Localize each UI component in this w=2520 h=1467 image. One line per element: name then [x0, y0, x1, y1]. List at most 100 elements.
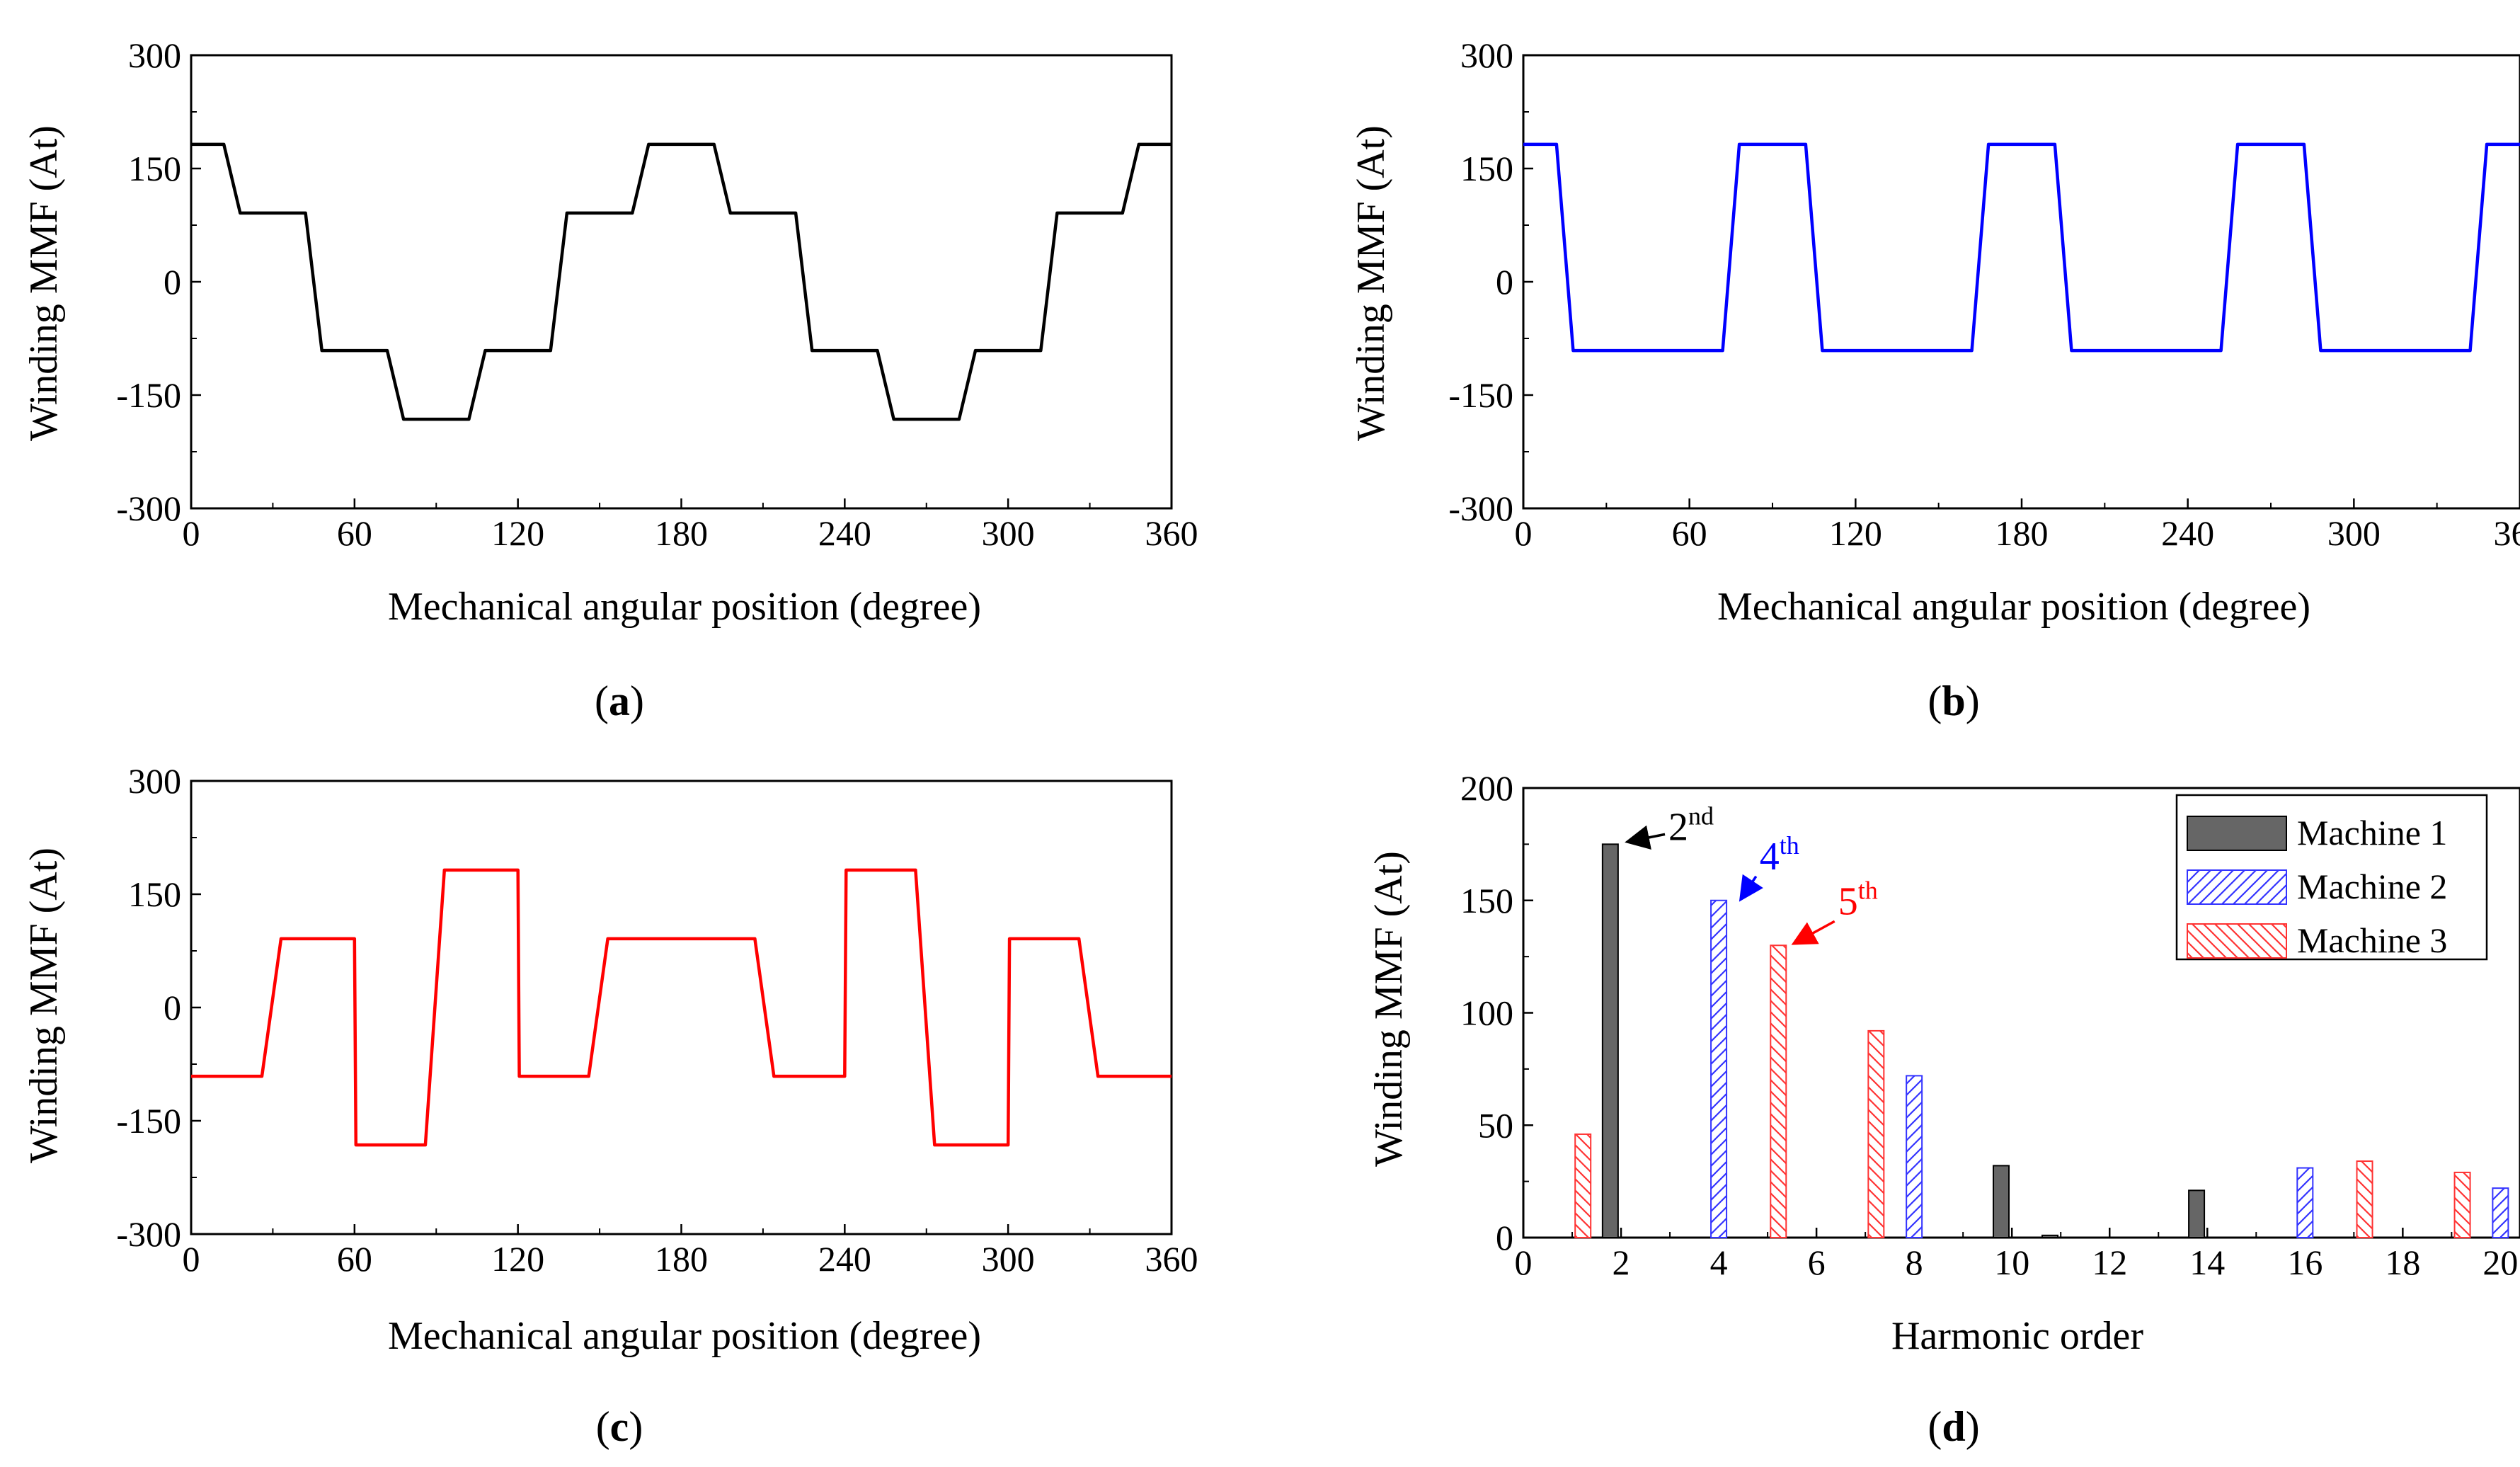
x-tick-label-d: 12 [2092, 1243, 2127, 1282]
y-axis-label-d: Winding MMF (At) [1367, 851, 1411, 1167]
y-tick-label-a: -150 [116, 375, 181, 415]
annotation-number-2: 4 [1760, 835, 1780, 879]
panel-label-b: (b) [1928, 678, 1979, 724]
x-axis-label-b: Mechanical angular position (degree) [1717, 585, 2310, 629]
annotation-arrow-2 [1739, 874, 1763, 902]
x-tick-label-a: 0 [183, 513, 200, 553]
bar-d-machine-3-h5 [1770, 944, 1787, 1238]
annotation-suffix-2: th [1780, 831, 1799, 860]
legend-swatch-3 [2187, 923, 2287, 959]
bar-d-machine-1-h14 [2188, 1189, 2206, 1238]
y-tick-label-a: -300 [116, 489, 181, 528]
annotation-number-3: 5 [1838, 879, 1858, 923]
x-tick-label-c: 240 [818, 1239, 871, 1279]
annotation-arrow-3 [1791, 920, 1835, 945]
bar-d-machine-3-h17 [2356, 1160, 2373, 1239]
annotation-number-1: 2 [1668, 805, 1688, 849]
y-tick-label-c: 300 [128, 761, 181, 801]
x-tick-label-b: 240 [2161, 513, 2214, 553]
x-tick-label-d: 10 [1994, 1243, 2029, 1282]
y-tick-label-b: -150 [1448, 375, 1513, 415]
y-tick-label-b: 0 [1496, 262, 1513, 302]
x-tick-label-b: 180 [1995, 513, 2049, 553]
bar-d-machine-3-h7 [1867, 1029, 1885, 1239]
bar-d-machine-1-h2 [1601, 843, 1619, 1238]
series-line-a-0 [191, 142, 1172, 421]
y-tick-label-b: 150 [1460, 149, 1513, 188]
x-tick-label-b: 0 [1515, 513, 1533, 553]
annotation-label-1: 2nd [1668, 801, 1714, 849]
x-tick-label-b: 120 [1829, 513, 1882, 553]
bar-d-machine-2-h4 [1710, 899, 1728, 1238]
y-tick-label-d: 0 [1496, 1218, 1513, 1257]
legend-swatch-1 [2187, 816, 2287, 851]
panel-label-c-letter: c [610, 1403, 629, 1450]
y-tick-label-b: 300 [1460, 35, 1513, 75]
x-tick-label-c: 360 [1145, 1239, 1198, 1279]
bar-d-machine-2-h20 [2492, 1187, 2509, 1239]
x-axis-label-a: Mechanical angular position (degree) [388, 585, 981, 629]
x-tick-label-d: 14 [2189, 1243, 2225, 1282]
panel-label-d: (d) [1928, 1403, 1979, 1450]
panel-label-c: (c) [596, 1403, 643, 1450]
x-tick-label-c: 60 [337, 1239, 372, 1279]
x-tick-label-d: 18 [2385, 1243, 2420, 1282]
x-tick-label-b: 300 [2327, 513, 2381, 553]
legend-swatch-2 [2187, 869, 2287, 905]
y-axis-label-a: Winding MMF (At) [22, 125, 66, 441]
y-tick-label-d: 150 [1460, 881, 1513, 920]
bar-d-machine-3-h19 [2453, 1171, 2471, 1239]
annotation-suffix-3: th [1858, 876, 1878, 904]
x-axis-label-d: Harmonic order [1891, 1314, 2143, 1358]
panel-label-a-letter: a [609, 678, 630, 724]
chart-panel-a: 0 60 120 180 240 300 360 300 150 0 -150 -300 Mechan… [22, 35, 1198, 724]
legend-label-2: Machine 2 [2297, 867, 2447, 906]
y-tick-label-a: 0 [164, 262, 181, 302]
annotation-label-2: 4th [1760, 831, 1799, 879]
x-axis-label-c: Mechanical angular position (degree) [388, 1314, 981, 1358]
legend-label-1: Machine 1 [2297, 813, 2447, 852]
annotation-suffix-1: nd [1688, 801, 1714, 830]
y-tick-label-c: 0 [164, 988, 181, 1027]
annotation-arrow-1 [1625, 825, 1666, 850]
legend: Machine 1 Machine 2 Machine 3 [2175, 794, 2488, 961]
x-tick-label-a: 360 [1145, 513, 1198, 553]
y-axis-label-b: Winding MMF (At) [1349, 125, 1393, 441]
series-line-c-0 [191, 868, 1172, 1147]
bar-d-machine-2-h8 [1906, 1075, 1923, 1239]
plot-frame-c [190, 780, 1173, 1235]
x-tick-label-a: 300 [982, 513, 1035, 553]
bar-d-machine-2-h16 [2296, 1167, 2314, 1238]
plot-frame-b [1522, 54, 2520, 510]
plot-frame-a [190, 54, 1173, 510]
panel-label-b-letter: b [1942, 678, 1965, 724]
x-tick-label-a: 60 [337, 513, 372, 553]
legend-label-3: Machine 3 [2297, 920, 2447, 960]
y-tick-label-d: 50 [1478, 1105, 1513, 1145]
panel-label-a: (a) [595, 678, 644, 724]
x-tick-label-d: 2 [1613, 1243, 1630, 1282]
bar-d-machine-1-h10 [1993, 1165, 2010, 1239]
plot-area-a: 0 60 120 180 240 300 360 300 150 0 -150 -300 [116, 35, 1198, 553]
bar-d-machine-1-h11 [2041, 1234, 2059, 1238]
x-tick-label-d: 16 [2287, 1243, 2323, 1282]
x-tick-label-a: 240 [818, 513, 871, 553]
x-tick-label-c: 0 [183, 1239, 200, 1279]
y-axis-label-c: Winding MMF (At) [22, 847, 66, 1163]
x-tick-label-d: 20 [2482, 1243, 2518, 1282]
x-tick-label-b: 360 [2494, 513, 2520, 553]
chart-panel-c: 0 60 120 180 240 300 360 300 150 0 -150 -300 Mechan… [22, 761, 1198, 1450]
series-line-b-0 [1523, 142, 2520, 353]
y-tick-label-c: -150 [116, 1101, 181, 1141]
y-tick-label-d: 200 [1460, 768, 1513, 808]
y-tick-label-c: 150 [128, 874, 181, 914]
y-tick-label-b: -300 [1448, 489, 1513, 528]
y-tick-label-a: 150 [128, 149, 181, 188]
x-tick-label-d: 6 [1808, 1243, 1826, 1282]
chart-panel-b: 0 60 120 180 240 300 360 300 150 0 -150 -300 Mechan… [1349, 35, 2520, 724]
x-tick-label-a: 120 [491, 513, 544, 553]
plot-area-b: 0 60 120 180 240 300 360 300 150 0 -150 -300 [1448, 35, 2520, 553]
